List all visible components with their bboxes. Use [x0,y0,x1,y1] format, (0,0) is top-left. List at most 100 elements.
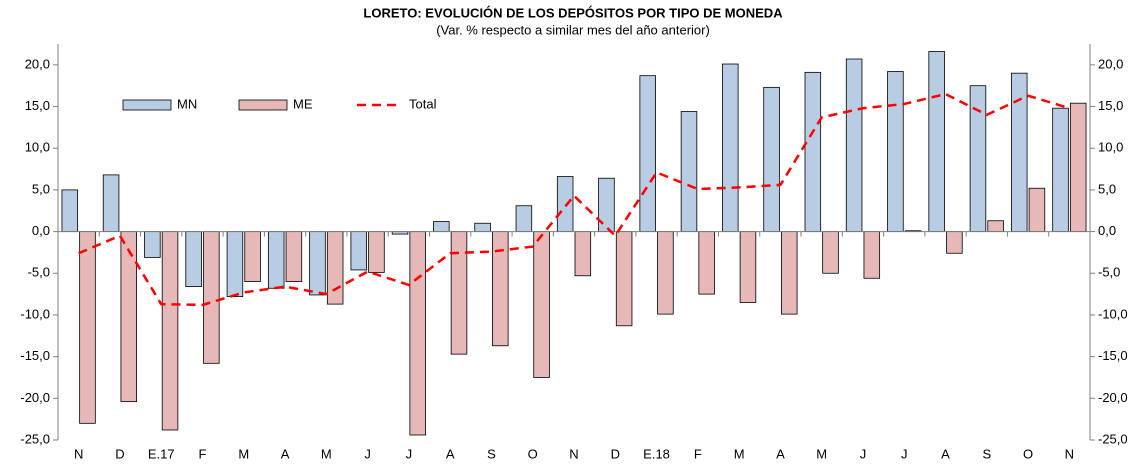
legend-label: MN [177,96,197,111]
legend-label: ME [293,96,313,111]
bar [1010,72,1028,232]
x-tick-label: J [406,446,413,461]
bar [822,231,839,274]
bar [556,176,574,232]
x-tick-label: A [446,446,455,461]
bar [244,231,261,283]
bar [144,231,161,258]
chart-title: LORETO: EVOLUCIÓN DE LOS DEPÓSITOS POR T… [363,5,783,20]
bar [433,221,450,232]
y-tick-label: -20,0 [20,390,50,405]
y2-tick-label: -20,0 [1098,390,1128,405]
bar [639,75,656,232]
bar [492,231,509,347]
bar [350,231,368,271]
bar [804,71,822,232]
bar [285,231,303,283]
bar [368,231,385,273]
x-tick-label: F [694,446,702,461]
x-tick-label: N [74,446,83,461]
legend-swatch [238,99,288,111]
bar [120,231,138,403]
bar [781,231,798,315]
x-tick-label: M [238,446,249,461]
legend-swatch [122,99,172,111]
bar [1052,107,1069,232]
x-tick-label: D [611,446,620,461]
bar [946,231,963,254]
bar [474,222,491,232]
bar [845,58,863,232]
y2-tick-label: 20,0 [1098,56,1123,71]
bar [450,231,468,355]
y-tick-label: 0,0 [32,223,50,238]
legend-label: Total [409,96,437,111]
bar [1069,102,1087,232]
bar [185,231,202,288]
x-tick-label: J [364,446,371,461]
x-tick-label: D [115,446,124,461]
x-tick-label: J [901,446,908,461]
bar [722,63,739,232]
bar [698,231,715,295]
bar [409,231,426,436]
bar [1028,187,1046,232]
bar [226,231,244,298]
y2-tick-label: -25,0 [1098,431,1128,446]
x-tick-label: O [528,446,538,461]
bar [61,189,79,232]
bar [863,231,881,279]
bar [928,51,945,232]
x-tick-label: F [199,446,207,461]
y2-tick-label: 15,0 [1098,98,1123,113]
chart-subtitle: (Var. % respecto a similar mes del año a… [436,22,710,37]
bar [267,231,285,289]
x-tick-label: M [816,446,827,461]
y-tick-label: 10,0 [25,140,50,155]
bar [969,85,987,232]
x-tick-label: J [860,446,867,461]
y2-tick-label: 10,0 [1098,140,1123,155]
x-tick-label: M [734,446,745,461]
bar [515,205,533,232]
y2-tick-label: -5,0 [1098,265,1120,280]
bar [79,231,96,424]
bar [887,71,904,232]
y-tick-label: 5,0 [32,181,50,196]
bar [615,231,633,327]
x-tick-label: M [321,446,332,461]
x-tick-label: A [941,446,950,461]
y-tick-label: -10,0 [20,306,50,321]
y2-tick-label: 0,0 [1098,223,1116,238]
x-tick-label: A [281,446,290,461]
bar [533,231,550,378]
y2-tick-label: -15,0 [1098,348,1128,363]
bar [657,231,674,315]
bar [763,86,780,232]
line [78,92,1070,307]
x-tick-label: N [569,446,578,461]
x-tick-label: N [1065,446,1074,461]
bar [739,231,757,303]
y-tick-label: -5,0 [28,265,50,280]
bar [574,231,592,277]
y-tick-label: -15,0 [20,348,50,363]
y-tick-label: 20,0 [25,56,50,71]
bar [326,231,344,305]
bar [680,111,698,232]
y-tick-label: 15,0 [25,98,50,113]
x-tick-label: A [776,446,785,461]
x-tick-label: S [487,446,496,461]
y2-tick-label: 5,0 [1098,181,1116,196]
bar [102,174,120,232]
bar [203,231,220,364]
y-tick-label: -25,0 [20,431,50,446]
x-tick-label: E.17 [148,446,175,461]
bar [309,231,326,296]
bar [987,220,1004,232]
x-tick-label: O [1023,446,1033,461]
x-tick-label: S [982,446,991,461]
bar [161,231,179,431]
x-tick-label: E.18 [643,446,670,461]
